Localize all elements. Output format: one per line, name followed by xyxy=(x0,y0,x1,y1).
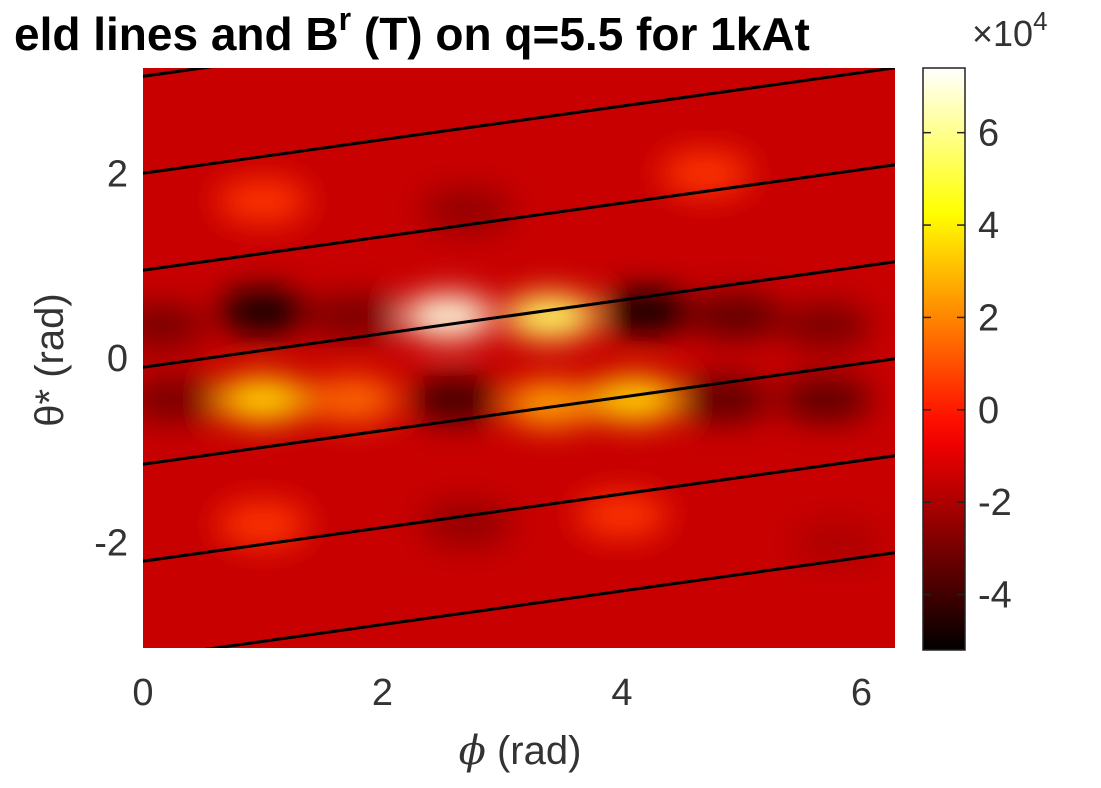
heatmap-feature xyxy=(408,377,501,422)
heatmap-feature xyxy=(143,377,219,422)
heatmap-feature xyxy=(779,377,872,422)
heatmap-feature xyxy=(791,520,884,565)
x-tick-label: 4 xyxy=(611,672,632,714)
heatmap-feature xyxy=(402,294,495,339)
x-tick-label: 2 xyxy=(372,672,393,714)
field-line xyxy=(204,551,895,648)
colorbar: -4 -2 0 2 4 6 ×104 xyxy=(922,6,1048,651)
colorbar-exponent: ×104 xyxy=(972,6,1048,54)
heatmap-feature xyxy=(504,294,597,339)
y-tick-label: -2 xyxy=(94,523,128,565)
x-tick-label: 6 xyxy=(851,672,872,714)
field-line xyxy=(143,454,895,563)
heatmap-feature xyxy=(575,493,668,538)
field-line xyxy=(143,68,895,175)
field-line xyxy=(143,163,895,272)
heatmap-feature xyxy=(587,377,680,422)
chart-title: eld lines and Br (T) on q=5.5 for 1kAt xyxy=(14,1,810,60)
x-tick-label: 0 xyxy=(132,672,153,714)
y-tick-label: 0 xyxy=(107,338,128,380)
heatmap-feature xyxy=(216,502,309,547)
y-axis: -2 0 2 xyxy=(94,153,128,564)
heatmap-background xyxy=(143,68,895,648)
heatmap-feature xyxy=(689,294,782,339)
y-tick-label: 2 xyxy=(107,153,128,195)
heatmap-feature xyxy=(659,151,752,196)
heatmap-features xyxy=(143,151,884,565)
y-axis-label: θ* (rad) xyxy=(28,293,72,426)
heatmap-feature xyxy=(216,289,309,334)
heatmap-feature xyxy=(677,377,770,422)
colorbar-gradient xyxy=(922,67,966,651)
heatmap-feature xyxy=(216,178,309,223)
colorbar-tick-label: 0 xyxy=(978,390,999,432)
colorbar-tick-label: 2 xyxy=(978,297,999,339)
heatmap-feature xyxy=(216,377,309,422)
x-axis: 0 2 4 6 xyxy=(132,672,872,714)
colorbar-tick-label: -4 xyxy=(978,575,1012,617)
heatmap-feature xyxy=(420,502,513,547)
x-axis-label: ϕ (rad) xyxy=(459,728,582,774)
colorbar-tick-label: 4 xyxy=(978,205,999,247)
colorbar-tick-label: -2 xyxy=(978,482,1012,524)
heatmap-plot-area xyxy=(143,68,895,648)
heatmap-feature xyxy=(306,294,399,339)
heatmap-feature xyxy=(306,377,399,422)
field-line xyxy=(143,260,895,369)
heatmap-feature xyxy=(779,303,872,348)
colorbar-ticks: -4 -2 0 2 4 6 xyxy=(923,113,1012,617)
colorbar-tick-label: 6 xyxy=(978,113,999,155)
field-lines xyxy=(143,68,895,648)
heatmap-feature xyxy=(143,303,207,348)
heatmap-feature xyxy=(504,382,597,427)
field-line xyxy=(143,357,895,466)
